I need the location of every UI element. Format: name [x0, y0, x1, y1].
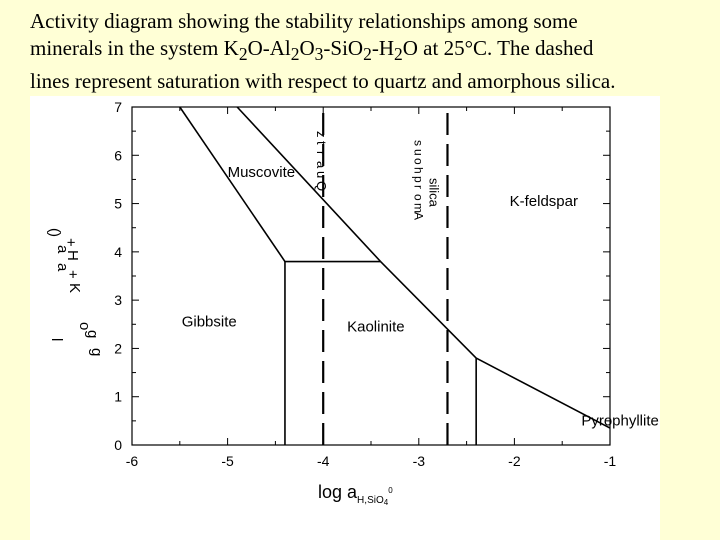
y-label-fragment: K: [66, 283, 83, 293]
y-tick-label: 5: [114, 196, 122, 212]
amorphous-letter: r: [411, 185, 425, 189]
caption-subscript: 2: [290, 44, 300, 65]
y-tick-label: 3: [114, 292, 122, 308]
x-axis-label-part: ,: [364, 495, 367, 506]
y-label-fragment: H: [64, 250, 81, 261]
x-tick-label: -3: [413, 453, 426, 469]
x-tick-label: -1: [604, 453, 617, 469]
amorphous-letter: u: [411, 149, 425, 156]
amorphous-letter: p: [411, 176, 425, 183]
caption-line-2: minerals in the system K2O-Al2O3-SiO2-H2…: [30, 35, 710, 68]
y-label-fragment: +: [62, 238, 79, 247]
y-tick-label: 2: [114, 340, 122, 356]
caption-subscript: 2: [394, 44, 403, 65]
y-label-fragment: a: [54, 245, 71, 254]
y-label-fragment: +: [64, 270, 81, 279]
field-label-gibbsite: Gibbsite: [182, 314, 237, 331]
diagram-panel: [30, 96, 660, 540]
x-tick-label: -4: [317, 453, 330, 469]
boundary-kfeldspar-kaolinite: [379, 260, 477, 359]
caption-text: O at 25°C. The dashed: [402, 36, 594, 60]
amorphous-letter: o: [411, 194, 425, 201]
caption-text: -SiO: [323, 36, 364, 60]
amorphous-letter: A: [411, 212, 425, 220]
caption-text: O-Al: [247, 36, 291, 60]
y-tick-label: 0: [114, 437, 122, 453]
x-tick-label: -5: [221, 453, 234, 469]
figure-caption: Activity diagram showing the stability r…: [30, 8, 710, 95]
quartz-letter: Q: [314, 181, 329, 191]
x-tick-label: -6: [126, 453, 139, 469]
quartz-letter: a: [314, 161, 329, 169]
y-label-fragment: g: [88, 348, 105, 356]
caption-text: minerals in the system K: [30, 36, 239, 60]
plot-layer: -6 -5 -4 -3 -2 -1 0 1 2 3 4 5 6 7 Muscovite K-feldspar G…: [46, 99, 659, 507]
x-axis-label-part: log a: [318, 482, 358, 502]
caption-text: O: [299, 36, 315, 60]
x-tick-label: -2: [508, 453, 521, 469]
y-tick-label: 4: [114, 244, 122, 260]
caption-subscript: 3: [314, 44, 324, 65]
quartz-letter: u: [314, 171, 329, 178]
field-label-kaolinite: Kaolinite: [347, 319, 405, 336]
x-axis-label-part: H: [357, 495, 364, 506]
x-axis-label-part: 0: [388, 486, 393, 495]
field-label-k-feldspar: K-feldspar: [510, 193, 578, 210]
amorphous-letter: m: [411, 203, 425, 213]
amorphous-letter: s: [411, 140, 425, 146]
caption-line-1: Activity diagram showing the stability r…: [30, 9, 578, 33]
y-tick-label: 1: [114, 389, 122, 405]
caption-line-3: lines represent saturation with respect …: [30, 69, 616, 94]
amorphous-letter: o: [411, 158, 425, 165]
x-axis-label-part: SiO: [367, 495, 384, 506]
boundary-muscovite-gibbsite: [179, 106, 286, 262]
y-label-fragment: (: [46, 228, 63, 233]
y-label-fragment: g: [84, 330, 101, 338]
field-label-pyrophyllite: Pyrophyllite: [581, 413, 659, 430]
amorphous-letter: h: [411, 167, 425, 174]
caption-text: -H: [371, 36, 395, 60]
plot-frame: [131, 106, 611, 446]
field-label-muscovite: Muscovite: [228, 164, 296, 181]
y-label-fragment: ): [46, 232, 63, 237]
quartz-letter: t: [314, 141, 329, 145]
y-tick-label: 6: [114, 147, 122, 163]
boundary-muscovite-kfeldspar: [236, 106, 382, 263]
boundary-kfeldspar-pyrophyllite: [475, 357, 611, 429]
quartz-letter: r: [314, 151, 329, 156]
caption-subscript: 2: [238, 44, 248, 65]
y-tick-label: 7: [114, 99, 122, 115]
x-axis-label-part: 4: [384, 498, 389, 507]
silica-word: silica: [426, 178, 441, 208]
caption-subscript: 2: [363, 44, 372, 65]
y-label-fragment: o: [76, 322, 93, 330]
y-label-fragment: l: [48, 338, 65, 341]
y-label-fragment: a: [54, 263, 71, 272]
quartz-letter: z: [314, 131, 329, 138]
x-axis-label: log aH,SiO4 0: [318, 482, 393, 507]
